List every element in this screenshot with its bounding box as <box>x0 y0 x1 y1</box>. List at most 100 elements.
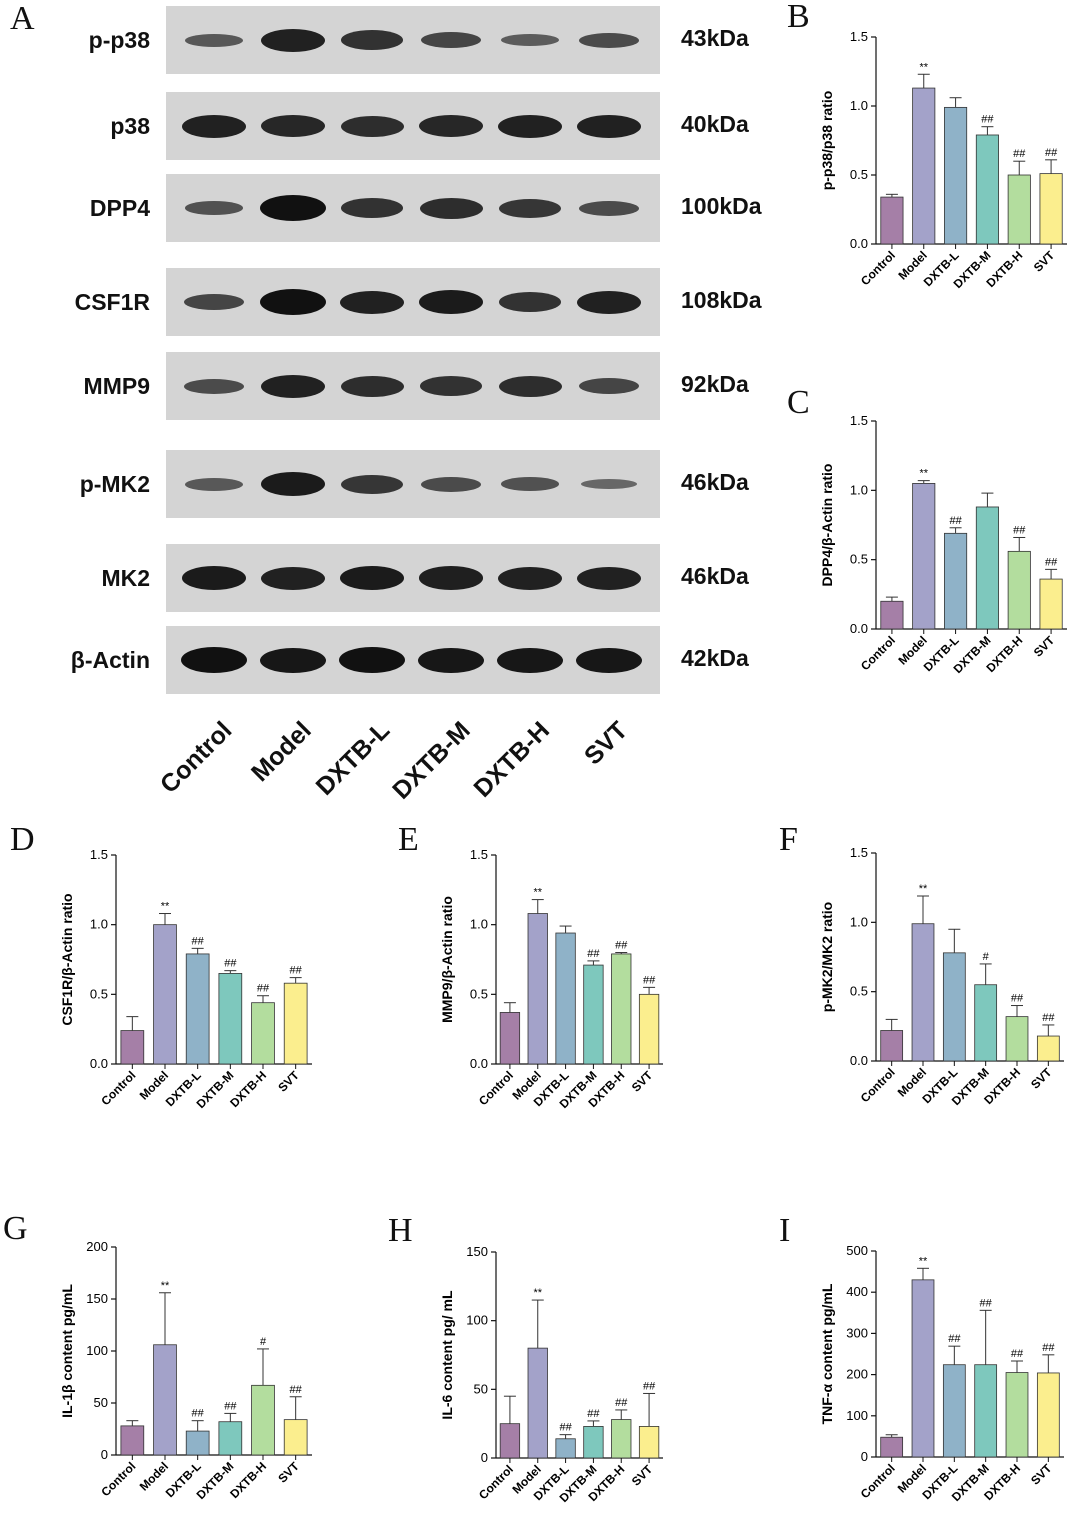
significance-label: ## <box>1013 524 1026 536</box>
significance-label: ** <box>919 883 928 895</box>
significance-label: ## <box>981 114 994 126</box>
significance-label: ## <box>192 935 205 947</box>
molecular-weight-label: 46kDa <box>681 469 749 495</box>
blot-band <box>580 479 638 489</box>
y-tick-label: 0 <box>481 1450 488 1465</box>
y-tick-label: 0 <box>101 1447 108 1462</box>
blot-band <box>498 292 562 312</box>
y-tick-label: 200 <box>846 1367 868 1382</box>
significance-label: ## <box>224 1400 237 1412</box>
y-tick-label: 0.5 <box>850 984 868 999</box>
blot-band <box>497 566 563 590</box>
y-tick-label: 0.0 <box>850 1053 868 1068</box>
y-tick-label: 100 <box>466 1313 488 1328</box>
significance-label: ** <box>919 468 928 480</box>
blot-band <box>184 33 244 47</box>
y-axis-label: CSF1R/β-Actin ratio <box>59 893 75 1025</box>
panel-letter: G <box>3 1210 28 1247</box>
blot-band <box>261 115 325 137</box>
blot-strip <box>166 450 660 518</box>
protein-label: p38 <box>110 113 150 139</box>
blot-band <box>579 378 639 394</box>
blot-band <box>340 115 404 137</box>
protein-label: CSF1R <box>74 289 150 315</box>
significance-label: ** <box>161 1280 170 1292</box>
y-tick-label: 100 <box>846 1408 868 1423</box>
x-tick-label: SVT <box>1028 1461 1055 1488</box>
panel-letter: D <box>10 821 35 858</box>
y-tick-label: 50 <box>94 1395 108 1410</box>
blot-band <box>501 34 559 46</box>
blot-band <box>421 32 481 48</box>
y-tick-label: 100 <box>86 1343 108 1358</box>
blot-band <box>340 375 404 397</box>
protein-label: MMP9 <box>83 373 150 399</box>
y-tick-label: 0.0 <box>850 236 868 251</box>
blot-band <box>260 28 326 52</box>
blot-band <box>576 566 642 590</box>
molecular-weight-label: 40kDa <box>681 111 749 137</box>
x-tick-label: Control <box>858 1461 898 1501</box>
y-tick-label: 0.5 <box>850 167 868 182</box>
panel-letter: F <box>779 821 798 858</box>
bar <box>1036 1372 1060 1458</box>
bar <box>974 1364 998 1458</box>
blot-band <box>419 115 483 137</box>
blot-strip <box>166 174 660 242</box>
y-tick-label: 1.5 <box>850 845 868 860</box>
significance-label: ## <box>290 1384 303 1396</box>
blot-band <box>339 566 405 590</box>
y-tick-label: 1.5 <box>850 29 868 44</box>
blot-band <box>181 647 247 673</box>
significance-label: ** <box>533 1287 542 1299</box>
blot-band <box>181 114 247 138</box>
significance-label: ## <box>559 1422 572 1434</box>
molecular-weight-label: 100kDa <box>681 193 762 219</box>
y-tick-label: 1.5 <box>850 413 868 428</box>
blot-band <box>340 30 404 50</box>
significance-label: ## <box>643 974 656 986</box>
y-tick-label: 0.0 <box>90 1056 108 1071</box>
significance-label: ## <box>1011 1348 1024 1360</box>
blot-band <box>260 566 326 590</box>
significance-label: ** <box>919 61 928 73</box>
panel-letter: I <box>779 1212 791 1249</box>
bar <box>880 1436 904 1458</box>
blot-band <box>260 195 326 221</box>
blot-band <box>576 290 642 314</box>
significance-label: ## <box>587 1408 600 1420</box>
y-tick-label: 150 <box>466 1244 488 1259</box>
blot-strip <box>166 6 660 74</box>
protein-label: p-p38 <box>88 27 150 53</box>
significance-label: ## <box>949 515 962 527</box>
blot-band <box>260 374 326 398</box>
blot-band <box>419 197 483 219</box>
blot-band <box>184 294 244 310</box>
y-tick-label: 1.0 <box>850 914 868 929</box>
blot-strip <box>166 544 660 612</box>
y-tick-label: 1.0 <box>850 482 868 497</box>
significance-label: ## <box>224 958 237 970</box>
blot-band <box>576 647 642 673</box>
bar <box>1005 1372 1029 1458</box>
y-axis-label: p-p38/p38 ratio <box>819 91 835 191</box>
y-tick-label: 0.5 <box>850 552 868 567</box>
blot-band <box>500 477 560 491</box>
blot-band <box>497 647 563 673</box>
blot-band <box>419 376 483 396</box>
panel-letter: H <box>388 1212 413 1249</box>
blot-band <box>418 290 484 314</box>
blot-band <box>181 566 247 590</box>
blot-band <box>499 198 561 218</box>
y-tick-label: 150 <box>86 1291 108 1306</box>
significance-label: ** <box>533 887 542 899</box>
y-tick-label: 0.5 <box>470 986 488 1001</box>
blot-band <box>260 289 326 315</box>
panel-letter: B <box>787 0 810 35</box>
significance-label: ## <box>948 1333 961 1345</box>
y-tick-label: 1.0 <box>470 917 488 932</box>
